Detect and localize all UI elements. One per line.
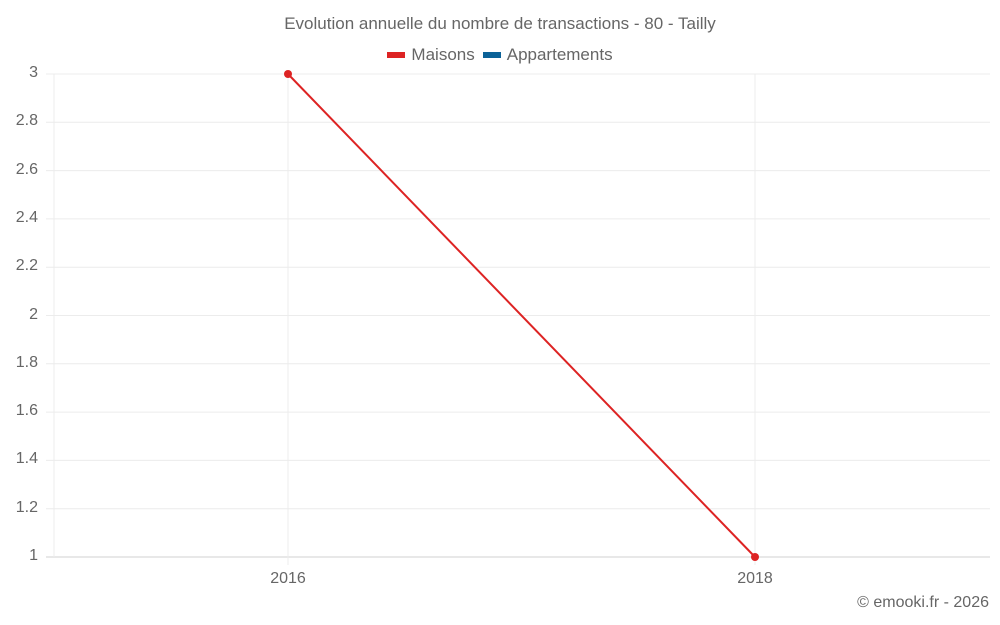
legend-item-maisons[interactable]: Maisons — [387, 45, 475, 65]
legend-item-appartements[interactable]: Appartements — [482, 45, 613, 65]
gridlines — [46, 73, 990, 565]
y-tick-label: 1 — [29, 547, 38, 564]
credit-text: © emooki.fr - 2026 — [857, 594, 989, 611]
y-tick-label: 1.4 — [15, 450, 38, 468]
y-tick-label: 1.8 — [15, 353, 38, 371]
data-point[interactable] — [284, 70, 292, 78]
y-tick-label: 1.6 — [15, 402, 38, 420]
legend-swatch-maisons-icon — [387, 52, 406, 58]
data-point[interactable] — [751, 553, 759, 561]
y-tick-label: 2.6 — [15, 160, 38, 178]
y-tick-label: 2.4 — [15, 208, 38, 226]
chart-title: Evolution annuelle du nombre de transact… — [284, 14, 716, 33]
legend-label-maisons: Maisons — [411, 45, 475, 64]
x-tick-label: 2018 — [737, 570, 773, 587]
series-maisons — [284, 70, 759, 561]
legend-swatch-appartements-icon — [482, 52, 501, 58]
y-tick-label: 2 — [29, 305, 38, 323]
legend-label-appartements: Appartements — [506, 45, 613, 64]
chart-legend: Maisons Appartements — [0, 45, 1000, 65]
x-tick-label: 2016 — [270, 570, 306, 587]
y-tick-label: 2.8 — [15, 112, 38, 130]
y-tick-label: 3 — [29, 64, 38, 81]
y-tick-label: 1.2 — [15, 498, 38, 516]
y-tick-label: 2.2 — [15, 257, 38, 275]
